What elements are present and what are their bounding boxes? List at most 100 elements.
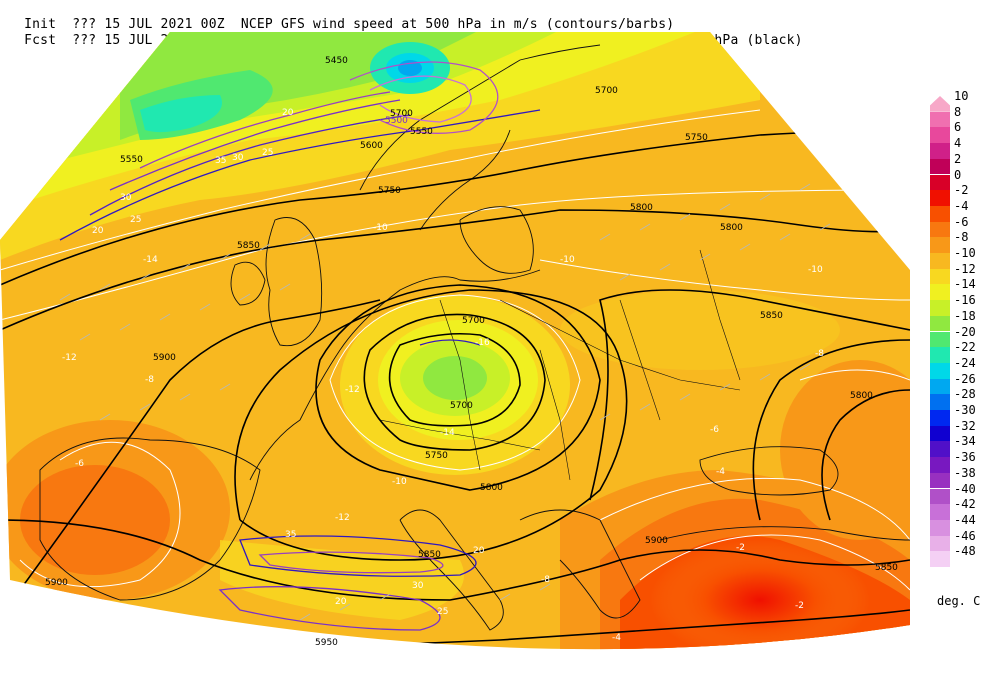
- legend-level: -24: [930, 356, 990, 379]
- legend-swatch: [930, 205, 950, 222]
- legend-label: 6: [954, 120, 962, 135]
- wind-label: 30: [412, 581, 424, 591]
- height-label: 5750: [378, 186, 401, 196]
- legend-level: -28: [930, 387, 990, 410]
- legend-swatch: [930, 331, 950, 348]
- wind-label: 30: [232, 153, 244, 163]
- height-label: 5750: [685, 133, 708, 143]
- legend-level: -36: [930, 450, 990, 473]
- legend-label: -12: [954, 261, 976, 276]
- height-label: 5450: [325, 56, 348, 66]
- height-label: 5950: [315, 638, 338, 648]
- height-label: 5800: [630, 203, 653, 213]
- legend-label: -30: [954, 403, 976, 417]
- legend-level: -6: [930, 215, 990, 238]
- height-label: 5900: [45, 578, 68, 588]
- height-label: 5700: [450, 401, 473, 411]
- temp-label: -14: [143, 255, 158, 265]
- init-value: ??? 15 JUL 2021 00Z: [72, 17, 225, 32]
- header-line-init: Init ??? 15 JUL 2021 00Z NCEP GFS wind s…: [8, 2, 674, 32]
- legend-swatch: [930, 174, 950, 191]
- legend-label: -24: [954, 355, 976, 370]
- wind-label: 20: [335, 597, 347, 607]
- legend-label: -22: [954, 340, 976, 355]
- temp-label: -12: [335, 513, 350, 523]
- legend-label: -4: [954, 198, 969, 213]
- title-line-1: NCEP GFS wind speed at 500 hPa in m/s (c…: [240, 17, 675, 32]
- temp-label: -8: [815, 349, 824, 359]
- temp-label: -10: [808, 265, 823, 275]
- legend-unit: deg. C: [937, 594, 981, 608]
- legend-swatch: [930, 111, 950, 128]
- legend-label: -20: [954, 324, 976, 339]
- wind-label: 30: [120, 193, 132, 203]
- legend-level: -14: [930, 277, 990, 301]
- temp-label: -10: [560, 255, 575, 265]
- legend-swatch: [930, 378, 950, 395]
- legend-label: -28: [954, 387, 976, 402]
- wind-label: 25: [437, 607, 448, 617]
- legend-label: -44: [954, 512, 976, 527]
- legend-label: -8: [954, 230, 969, 245]
- height-label: 5900: [645, 536, 668, 546]
- legend-level: 6: [930, 120, 990, 144]
- legend-level: -44: [930, 513, 990, 536]
- legend-swatch: [930, 362, 950, 379]
- legend-label: -34: [954, 434, 976, 449]
- legend-level: -32: [930, 419, 990, 442]
- legend-level: -42: [930, 497, 990, 520]
- temp-label: -4: [716, 467, 725, 477]
- legend-label: -14: [954, 277, 976, 292]
- legend-label: 4: [954, 136, 962, 151]
- legend-level: 4: [930, 136, 990, 159]
- temp-label: -4: [612, 633, 621, 643]
- legend-label: -2: [954, 183, 969, 198]
- height-label: 5500: [385, 116, 408, 126]
- legend-level: -4: [930, 199, 990, 222]
- legend-level: -40: [930, 482, 990, 505]
- init-label: Init: [24, 17, 57, 32]
- legend-label: 0: [954, 167, 962, 182]
- legend-level: -48: [930, 544, 990, 567]
- height-label: 5750: [425, 451, 448, 461]
- legend-level: -12: [930, 262, 990, 285]
- legend-swatch: [930, 425, 950, 442]
- height-label: 5850: [237, 241, 260, 251]
- temp-label: -2: [736, 543, 745, 553]
- temp-label: -6: [710, 425, 719, 435]
- temp-label: -2: [795, 601, 804, 611]
- legend-level: -46: [930, 529, 990, 552]
- legend-label: -48: [954, 544, 976, 559]
- legend-level: -26: [930, 372, 990, 395]
- legend-swatch: [930, 237, 950, 253]
- temp-label: -8: [145, 375, 154, 385]
- legend-label: -42: [954, 497, 976, 512]
- legend-swatch: [930, 535, 950, 552]
- legend-label: 2: [954, 151, 962, 166]
- legend-swatch: [930, 551, 950, 567]
- temp-label: -6: [75, 459, 84, 469]
- legend-label: -36: [954, 450, 976, 465]
- wind-label: 35: [285, 530, 296, 540]
- legend-swatch: [930, 127, 950, 144]
- legend-swatch: [930, 190, 950, 206]
- wind-barbs: [59, 173, 851, 621]
- height-label: 5700: [390, 109, 413, 119]
- legend-level: -20: [930, 325, 990, 348]
- temp-label: -10: [373, 223, 388, 233]
- height-label: 5800: [850, 391, 873, 401]
- wind-label: 35: [215, 156, 226, 166]
- legend-label: 8: [954, 104, 962, 119]
- height-label: 5600: [360, 141, 383, 151]
- legend-label: -16: [954, 293, 976, 308]
- legend-swatch: [930, 519, 950, 536]
- legend-swatch: [930, 300, 950, 316]
- legend-swatch: [930, 96, 950, 112]
- height-label: 5900: [153, 353, 176, 363]
- legend-level: -38: [930, 466, 990, 489]
- temp-label: -14: [440, 428, 455, 438]
- wind-speed-contours: [59, 61, 541, 631]
- legend-swatch: [930, 315, 950, 332]
- legend-swatch: [930, 394, 950, 410]
